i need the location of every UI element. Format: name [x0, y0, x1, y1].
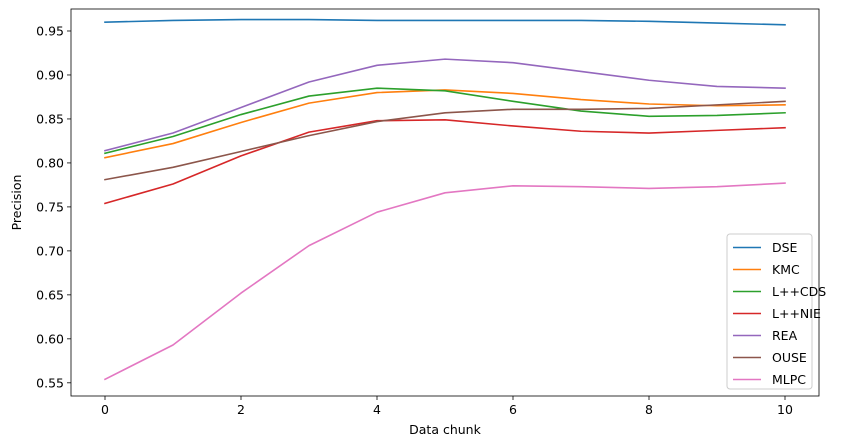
legend-label-l-nie: L++NIE	[772, 306, 821, 321]
series-line-rea	[104, 58, 786, 152]
y-tick-label: 0.80	[36, 155, 64, 170]
x-axis-label: Data chunk	[409, 422, 481, 437]
x-tick-label: 0	[101, 402, 109, 417]
series-line-mlpc	[103, 182, 786, 381]
x-tick-label: 8	[645, 402, 653, 417]
x-axis: 0 2 4 6 8 10	[101, 396, 793, 417]
y-tick-label: 0.75	[36, 199, 64, 214]
legend-label-kmc: KMC	[772, 262, 800, 277]
x-tick-label: 6	[509, 402, 517, 417]
legend-label-rea: REA	[772, 328, 798, 343]
legend-label-dse: DSE	[772, 240, 798, 255]
series-line-kmc	[104, 89, 786, 159]
y-tick-label: 0.65	[36, 287, 64, 302]
series-line-dse	[104, 18, 786, 26]
legend-label-l-cds: L++CDS	[772, 284, 826, 299]
series-line-ouse	[104, 100, 786, 181]
plot-lines	[103, 18, 786, 381]
legend-label-ouse: OUSE	[772, 350, 807, 365]
y-tick-label: 0.55	[36, 375, 64, 390]
legend-label-mlpc: MLPC	[772, 372, 806, 387]
series-line-l-cds	[104, 87, 786, 155]
x-tick-label: 10	[777, 402, 793, 417]
legend: DSE KMC L++CDS L++NIE REA OUSE MLPC	[726, 233, 826, 390]
y-tick-label: 0.60	[36, 331, 64, 346]
y-tick-label: 0.85	[36, 111, 64, 126]
y-tick-label: 0.70	[36, 243, 64, 258]
x-tick-label: 2	[237, 402, 245, 417]
x-tick-label: 4	[373, 402, 381, 417]
y-tick-label: 0.90	[36, 67, 64, 82]
y-axis-label: Precision	[9, 175, 24, 231]
y-axis: 0.55 0.60 0.65 0.70 0.75 0.80 0.85 0.90 0.95	[36, 23, 71, 390]
series-line-l-nie	[104, 119, 786, 205]
y-tick-label: 0.95	[36, 23, 64, 38]
legend-box	[726, 233, 813, 390]
plot-frame	[70, 8, 820, 397]
